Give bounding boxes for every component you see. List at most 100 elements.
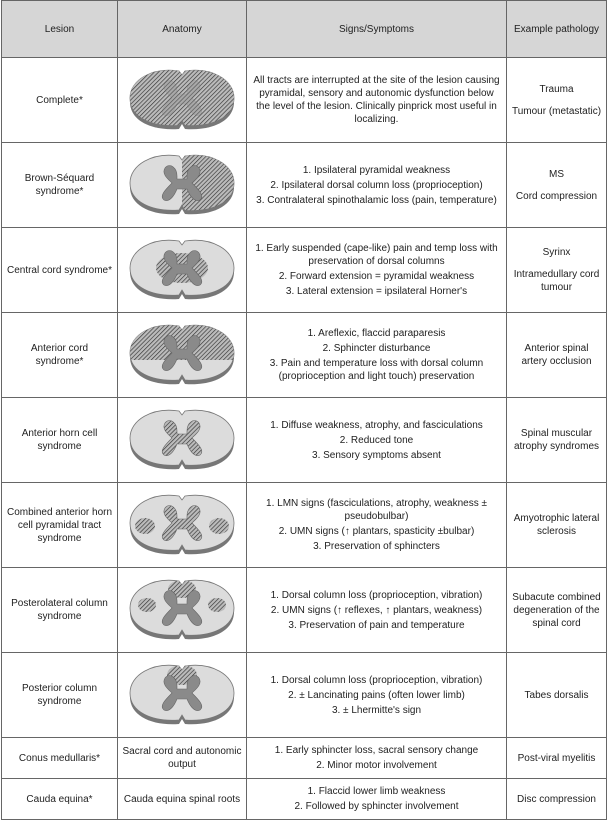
pathology-item: Syrinx — [542, 247, 571, 258]
sign-line: 1. LMN signs (fasciculations, atrophy, w… — [266, 498, 487, 522]
sign-line: 3. Preservation of pain and temperature — [288, 619, 465, 631]
sign-line: 3. Pain and temperature loss with dorsal… — [269, 358, 484, 382]
signs-cell: 1. Early suspended (cape-like) pain and … — [246, 227, 507, 313]
header-cell: Example pathology — [506, 0, 607, 58]
table-row: Posterior column syndrome 1. Dorsal colum… — [1, 652, 607, 738]
signs-cell: All tracts are interrupted at the site o… — [246, 57, 507, 143]
sign-line: 3. ± Lhermitte's sign — [331, 704, 422, 716]
sign-line: 1. Flaccid lower limb weakness — [307, 786, 446, 797]
pathology-cell: Anterior spinal artery occlusion — [506, 312, 607, 398]
sign-line: 1. Early suspended (cape-like) pain and … — [255, 243, 498, 267]
lesion-cell: Anterior cord syndrome* — [1, 312, 118, 398]
sign-line: 2. Ipsilateral dorsal column loss (propr… — [270, 179, 483, 191]
signs-cell: 1. Areflexic, flaccid paraparesis 2. Sphi… — [246, 312, 507, 398]
signs-cell: 1. Flaccid lower limb weakness 2. Followe… — [246, 778, 507, 820]
table-row: Combined anterior horn cell pyramidal tr… — [1, 482, 607, 568]
lesion-group — [135, 518, 229, 534]
pathology-cell: MS Cord compression — [506, 142, 607, 228]
table-row: Posterolateral column syndrome 1. Dorsal … — [1, 567, 607, 653]
pathology-item: MS — [549, 168, 564, 180]
sign-line: 1. Ipsilateral pyramidal weakness — [302, 164, 451, 176]
pathology-cell: Subacute combined degeneration of the sp… — [506, 567, 607, 653]
cord-diagram — [129, 154, 235, 215]
anatomy-cell — [117, 482, 247, 568]
anatomy-cell — [117, 227, 247, 313]
signs-cell: 1. Dorsal column loss (proprioception, v… — [246, 567, 507, 653]
pathology-item: Intramedullary cord tumour — [513, 269, 600, 293]
pathology-cell: Syrinx Intramedullary cord tumour — [506, 227, 607, 313]
signs-cell: 1. Diffuse weakness, atrophy, and fascic… — [246, 397, 507, 483]
lesion-cell: Complete* — [1, 57, 118, 143]
lesion-cell: Conus medullaris* — [1, 737, 118, 779]
signs-cell: 1. Early sphincter loss, sacral sensory … — [246, 737, 507, 779]
cord-diagram — [129, 494, 235, 555]
lesion-area — [209, 518, 229, 534]
table-row: Central cord syndrome* 1. Early suspended… — [1, 227, 607, 313]
sign-line: 3. Sensory symptoms absent — [312, 449, 441, 461]
cord-grey-matter — [161, 165, 203, 201]
signs-cell: 1. Ipsilateral pyramidal weakness 2. Ipsi… — [246, 142, 507, 228]
sign-line: 1. Areflexic, flaccid paraparesis — [307, 328, 446, 339]
anatomy-cell — [117, 57, 247, 143]
pathology-item: Trauma — [539, 83, 574, 95]
anatomy-cell — [117, 142, 247, 228]
cord-diagram — [129, 409, 235, 470]
lesion-cell: Posterolateral column syndrome — [1, 567, 118, 653]
sign-line: 1. Early sphincter loss, sacral sensory … — [274, 745, 479, 756]
table-body: Complete* All tracts are interrupted at t… — [1, 57, 607, 820]
anatomy-cell — [117, 397, 247, 483]
pathology-cell: Post-viral myelitis — [506, 737, 607, 779]
signs-cell: 1. Dorsal column loss (proprioception, v… — [246, 652, 507, 738]
sign-line: 3. Contralateral spinothalamic loss (pai… — [256, 194, 497, 206]
table-row: Cauda equina* Cauda equina spinal roots 1.… — [1, 778, 607, 820]
pathology-item: Post-viral myelitis — [517, 752, 596, 764]
sign-line: 2. Followed by sphincter involvement — [294, 801, 459, 812]
anatomy-text: Sacral cord and autonomic output — [122, 746, 242, 770]
lesion-group — [130, 70, 234, 126]
sign-line: 2. Sphincter disturbance — [322, 343, 431, 354]
cord-diagram — [129, 664, 235, 725]
cord-diagram — [129, 239, 235, 300]
lesion-cell: Central cord syndrome* — [1, 227, 118, 313]
pathology-item: Cord compression — [515, 190, 598, 202]
anatomy-text: Cauda equina spinal roots — [123, 793, 241, 805]
pathology-item: Spinal muscular atrophy syndromes — [513, 428, 600, 452]
cord-grey-matter — [161, 505, 203, 541]
sign-line: All tracts are interrupted at the site o… — [253, 75, 500, 125]
cord-diagram — [129, 579, 235, 640]
cord-diagram — [129, 324, 235, 385]
lesion-area — [135, 518, 155, 534]
lesion-cell: Anterior horn cell syndrome — [1, 397, 118, 483]
sign-line: 2. UMN signs (↑ reflexes, ↑ plantars, we… — [270, 604, 483, 616]
lesion-cell: Brown-Séquard syndrome* — [1, 142, 118, 228]
header-row: Lesion Anatomy Signs/Symptoms Example patho… — [1, 0, 607, 58]
pathology-item: Subacute combined degeneration of the sp… — [512, 591, 601, 629]
cord-grey-matter — [161, 420, 203, 456]
table-row: Brown-Séquard syndrome* 1. Ipsilateral py… — [1, 142, 607, 228]
lesion-area — [138, 598, 156, 612]
anatomy-cell: Sacral cord and autonomic output — [117, 737, 247, 779]
sign-line: 2. Minor motor involvement — [316, 760, 437, 771]
signs-cell: 1. LMN signs (fasciculations, atrophy, w… — [246, 482, 507, 568]
cord-grey-matter — [161, 675, 203, 711]
lesion-area — [208, 598, 226, 612]
pathology-item: Tumour (metastatic) — [511, 105, 602, 117]
cord-grey-matter — [161, 590, 203, 626]
sign-line: 2. Reduced tone — [339, 434, 414, 446]
sign-line: 2. Forward extension = pyramidal weaknes… — [278, 271, 475, 282]
pathology-cell: Spinal muscular atrophy syndromes — [506, 397, 607, 483]
sign-line: 1. Diffuse weakness, atrophy, and fascic… — [270, 419, 483, 431]
pathology-item: Disc compression — [517, 793, 596, 805]
lesion-area — [130, 70, 234, 126]
lesion-cell: Posterior column syndrome — [1, 652, 118, 738]
sign-line: 3. Preservation of sphincters — [313, 541, 440, 552]
cord-grey-matter — [161, 335, 203, 371]
lesion-cell: Combined anterior horn cell pyramidal tr… — [1, 482, 118, 568]
table-row: Conus medullaris* Sacral cord and autonom… — [1, 737, 607, 779]
table-row: Anterior horn cell syndrome 1. Diffuse we… — [1, 397, 607, 483]
table-row: Complete* All tracts are interrupted at t… — [1, 57, 607, 143]
header-cell: Anatomy — [117, 0, 247, 58]
header-cell: Lesion — [1, 0, 118, 58]
